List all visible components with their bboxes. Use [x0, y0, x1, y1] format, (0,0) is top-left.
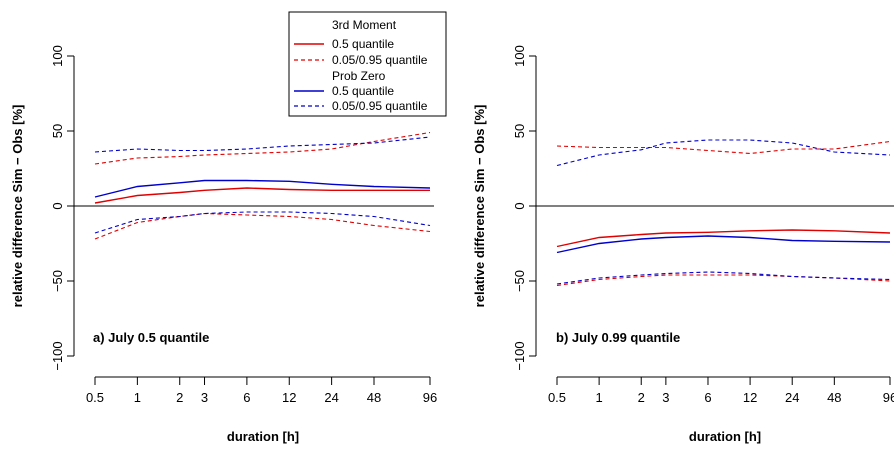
series-line-3rd-moment-q0_05 [94, 212, 431, 240]
x-tick-label: 1 [134, 390, 141, 405]
series-line-3rd-moment-q0_5 [556, 229, 891, 248]
x-tick-label: 48 [827, 390, 841, 405]
y-tick-label: 50 [512, 124, 527, 138]
legend-entry-label: 0.5 quantile [332, 37, 394, 51]
x-tick-label: 12 [282, 390, 296, 405]
y-tick-label: 50 [50, 124, 65, 138]
x-axis-title: duration [h] [227, 429, 299, 444]
series-line-3rd-moment-q0_05 [556, 274, 891, 287]
x-tick-label: 0.5 [86, 390, 104, 405]
x-tick-label: 3 [662, 390, 669, 405]
panel-label: b) July 0.99 quantile [556, 330, 680, 345]
series-line-prob-zero-q0_05 [556, 271, 891, 285]
y-tick-label: −50 [50, 270, 65, 292]
x-tick-label: 96 [883, 390, 894, 405]
x-tick-label: 24 [324, 390, 338, 405]
x-tick-label: 0.5 [548, 390, 566, 405]
x-tick-label: 12 [743, 390, 757, 405]
legend-entry-label: 0.05/0.95 quantile [332, 53, 428, 67]
series-line-prob-zero-q0_5 [94, 179, 431, 198]
y-tick-label: 100 [512, 45, 527, 67]
x-tick-label: 2 [638, 390, 645, 405]
legend-group-title: Prob Zero [332, 69, 386, 83]
series-line-3rd-moment-q0_95 [556, 140, 891, 155]
legend: 3rd Moment 0.5 quantile 0.05/0.95 quanti… [288, 11, 447, 117]
series-line-3rd-moment-q0_5 [94, 187, 430, 204]
y-tick-label: 100 [50, 45, 65, 67]
x-tick-label: 2 [176, 390, 183, 405]
series-line-3rd-moment-q0_95 [94, 131, 431, 165]
y-tick-label: −100 [50, 341, 65, 370]
y-tick-label: −50 [512, 270, 527, 292]
legend-entry-label: 0.5 quantile [332, 84, 394, 98]
legend-entry-label: 0.05/0.95 quantile [332, 99, 428, 113]
series-line-prob-zero-q0_05 [94, 211, 431, 234]
panel-label: a) July 0.5 quantile [93, 330, 209, 345]
y-tick-label: 0 [512, 202, 527, 209]
series-line-prob-zero-q0_95 [94, 136, 431, 153]
x-tick-label: 6 [243, 390, 250, 405]
x-tick-label: 6 [704, 390, 711, 405]
x-tick-label: 24 [785, 390, 799, 405]
y-axis-title: relative difference Sim − Obs [%] [10, 105, 25, 308]
x-tick-label: 3 [201, 390, 208, 405]
legend-box [288, 11, 447, 117]
y-axis-title: relative difference Sim − Obs [%] [472, 105, 487, 308]
y-tick-label: 0 [50, 202, 65, 209]
series-line-prob-zero-q0_5 [556, 235, 891, 254]
x-axis-title: duration [h] [689, 429, 761, 444]
legend-group-title: 3rd Moment [332, 18, 397, 32]
y-tick-label: −100 [512, 341, 527, 370]
x-tick-label: 96 [423, 390, 437, 405]
series-line-prob-zero-q0_95 [556, 139, 891, 167]
x-tick-label: 1 [595, 390, 602, 405]
x-tick-label: 48 [367, 390, 381, 405]
